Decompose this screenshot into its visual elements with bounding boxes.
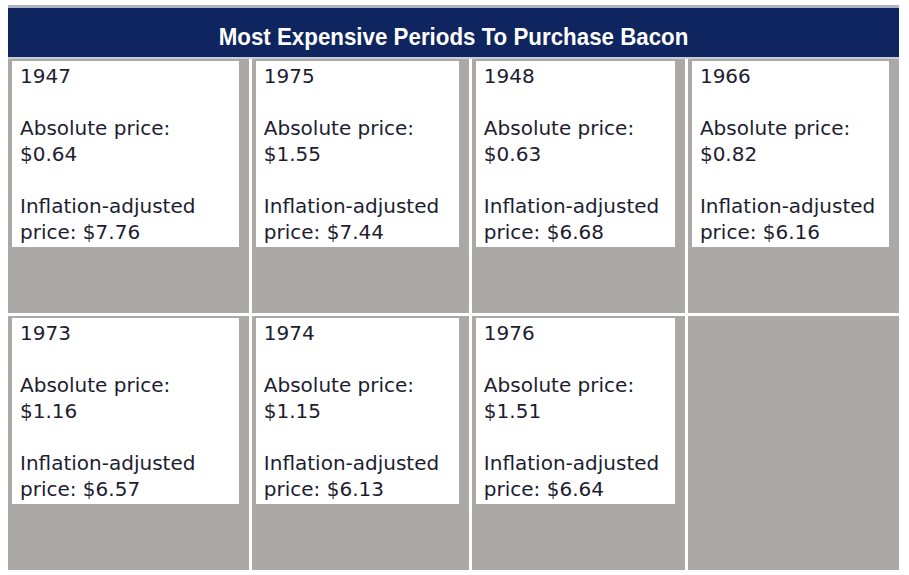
card-year: 1976 [484, 320, 667, 346]
absolute-price-text: Absolute price: $1.55 [264, 115, 451, 167]
period-card-1948: 1948 Absolute price: $0.63 Inflation-adj… [476, 61, 675, 247]
page-title: Most Expensive Periods To Purchase Bacon [219, 23, 689, 51]
adjusted-price-text: Inflation-adjusted price: $7.44 [264, 193, 451, 245]
grid-cell: 1947 Absolute price: $0.64 Inflation-adj… [8, 59, 249, 313]
grid-cell: 1975 Absolute price: $1.55 Inflation-adj… [252, 59, 469, 313]
absolute-price-text: Absolute price: $1.51 [484, 372, 667, 424]
period-card-1947: 1947 Absolute price: $0.64 Inflation-adj… [12, 61, 239, 247]
period-card-1974: 1974 Absolute price: $1.15 Inflation-adj… [256, 318, 459, 504]
period-card-1966: 1966 Absolute price: $0.82 Inflation-adj… [692, 61, 889, 247]
period-card-1975: 1975 Absolute price: $1.55 Inflation-adj… [256, 61, 459, 247]
absolute-price-text: Absolute price: $0.82 [700, 115, 881, 167]
card-year: 1975 [264, 63, 451, 89]
grid-cell: 1966 Absolute price: $0.82 Inflation-adj… [688, 59, 899, 313]
card-year: 1974 [264, 320, 451, 346]
adjusted-price-text: Inflation-adjusted price: $6.16 [700, 193, 881, 245]
bacon-price-table: Most Expensive Periods To Purchase Bacon… [8, 5, 899, 570]
grid-cell: 1976 Absolute price: $1.51 Inflation-adj… [472, 316, 685, 570]
grid-cell: 1974 Absolute price: $1.15 Inflation-adj… [252, 316, 469, 570]
card-year: 1947 [20, 63, 231, 89]
adjusted-price-text: Inflation-adjusted price: $7.76 [20, 193, 231, 245]
adjusted-price-text: Inflation-adjusted price: $6.57 [20, 450, 231, 502]
card-year: 1973 [20, 320, 231, 346]
absolute-price-text: Absolute price: $1.15 [264, 372, 451, 424]
absolute-price-text: Absolute price: $1.16 [20, 372, 231, 424]
absolute-price-text: Absolute price: $0.64 [20, 115, 231, 167]
adjusted-price-text: Inflation-adjusted price: $6.68 [484, 193, 667, 245]
empty-cell [688, 316, 899, 570]
period-card-1973: 1973 Absolute price: $1.16 Inflation-adj… [12, 318, 239, 504]
grid-cell: 1948 Absolute price: $0.63 Inflation-adj… [472, 59, 685, 313]
adjusted-price-text: Inflation-adjusted price: $6.64 [484, 450, 667, 502]
period-card-1976: 1976 Absolute price: $1.51 Inflation-adj… [476, 318, 675, 504]
adjusted-price-text: Inflation-adjusted price: $6.13 [264, 450, 451, 502]
absolute-price-text: Absolute price: $0.63 [484, 115, 667, 167]
card-year: 1966 [700, 63, 881, 89]
grid-cell: 1973 Absolute price: $1.16 Inflation-adj… [8, 316, 249, 570]
card-grid: 1947 Absolute price: $0.64 Inflation-adj… [8, 59, 899, 570]
table-header: Most Expensive Periods To Purchase Bacon [8, 5, 899, 59]
card-year: 1948 [484, 63, 667, 89]
